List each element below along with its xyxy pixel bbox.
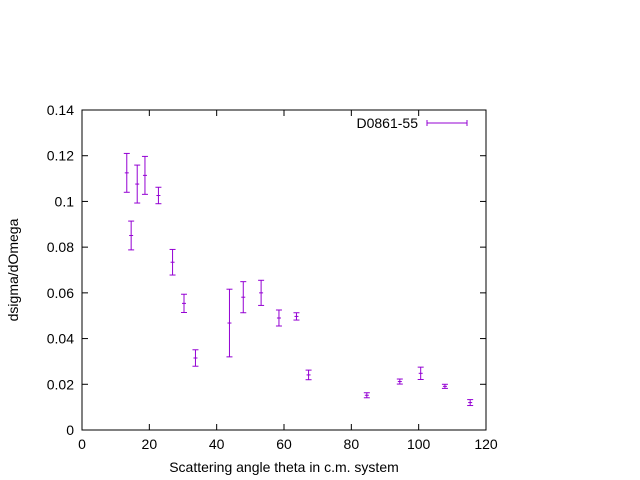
y-axis-label: dsigma/dOmega [5, 218, 21, 321]
legend: D0861-55 [357, 115, 468, 131]
legend-errorbar-sample [426, 120, 468, 126]
legend-label: D0861-55 [357, 115, 419, 131]
y-tick-label: 0.04 [47, 331, 74, 347]
data-point [192, 349, 199, 367]
ticks-layer: 0 20 40 60 80 100 120 0 0.02 0.04 0.06 0.08 0.1 0.12 0… [47, 102, 498, 452]
data-point [226, 288, 233, 358]
y-tick-label: 0.06 [47, 285, 74, 301]
data-point [305, 369, 312, 381]
data-point [123, 152, 130, 193]
data-point [169, 248, 176, 276]
data-point [417, 366, 424, 380]
data-point [240, 281, 247, 314]
x-tick-label: 60 [276, 436, 292, 452]
marks-layer [123, 152, 474, 407]
data-point [141, 155, 148, 195]
x-tick-label: 100 [407, 436, 431, 452]
data-point [293, 312, 300, 321]
y-tick-label: 0.14 [47, 102, 74, 118]
data-point [181, 293, 188, 314]
data-point [441, 383, 448, 389]
y-tick-label: 0.02 [47, 376, 74, 392]
y-tick-label: 0.08 [47, 239, 74, 255]
y-tick-label: 0.12 [47, 148, 74, 164]
x-tick-label: 20 [142, 436, 158, 452]
data-point [134, 164, 141, 204]
data-point [128, 220, 135, 251]
x-axis-label: Scattering angle theta in c.m. system [169, 459, 399, 475]
data-point [258, 279, 265, 306]
x-tick-label: 80 [344, 436, 360, 452]
y-tick-label: 0 [66, 422, 74, 438]
data-point [396, 378, 403, 385]
x-tick-label: 0 [78, 436, 86, 452]
y-tick-label: 0.1 [55, 193, 75, 209]
data-point [363, 392, 370, 399]
data-point [155, 186, 162, 205]
data-point [275, 309, 282, 327]
plot-frame [81, 109, 487, 431]
x-tick-label: 40 [209, 436, 225, 452]
data-point [467, 399, 474, 407]
x-tick-label: 120 [474, 436, 498, 452]
